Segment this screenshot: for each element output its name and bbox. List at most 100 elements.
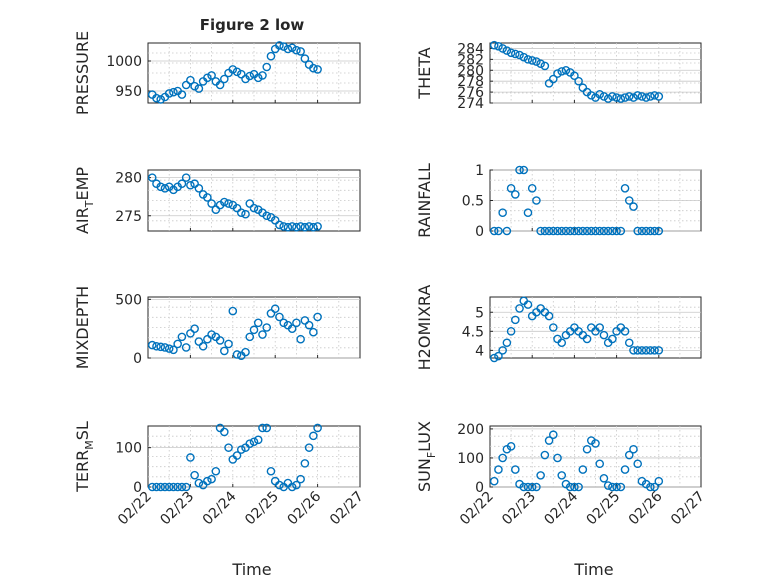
data-point [650,346,659,355]
data-point [553,453,562,463]
data-point [540,226,550,236]
data-point [603,226,613,236]
data-point [309,431,318,441]
data-point [574,226,583,236]
data-point [620,93,630,102]
data-point [624,450,634,460]
data-point [164,344,174,353]
data-point [304,320,314,330]
data-point [279,42,288,51]
data-point [511,190,520,199]
data-point [561,226,571,236]
data-point [160,482,170,492]
data-point [296,474,305,484]
data-point [232,203,242,213]
data-point [506,327,516,336]
data-point [502,338,512,348]
data-point [292,222,301,232]
data-point [220,197,229,207]
data-point [296,47,305,56]
data-point [309,222,318,232]
data-point [266,466,276,476]
data-point [152,93,161,103]
data-point [287,43,297,53]
data-point [544,436,554,445]
x-tick-label: 02/26 [626,488,666,528]
data-point [654,476,664,486]
data-point [540,450,550,460]
data-point [536,59,545,69]
data-point [177,90,187,99]
y-axis-label-6: TERRMSL [73,421,96,493]
data-point [245,199,255,208]
data-point [232,451,242,460]
data-point [232,350,242,359]
data-point [511,49,520,59]
subplot-h2omixra: 4 4.5 5 H2OMIXRA [415,285,702,370]
data-point [275,41,284,50]
data-point [557,67,567,76]
data-point [519,52,529,62]
data-point [236,69,246,79]
data-point [646,482,655,492]
data-point [557,338,567,348]
data-point [224,339,233,349]
data-point [309,327,318,337]
data-point [489,226,499,236]
data-point [502,46,512,55]
data-point [164,89,174,98]
y-tick-label: 4 [475,343,484,359]
data-point [224,443,233,452]
data-point [262,423,272,433]
data-point [262,62,272,72]
data-point [173,482,182,492]
data-point [275,220,284,230]
data-point [258,71,267,80]
data-point [641,346,651,355]
data-point [519,165,529,175]
data-point [641,226,651,236]
data-point [194,337,204,346]
x-axis-label-left: Time [231,560,271,579]
data-point [207,199,216,208]
y-axis-label-1: THETA [415,47,434,99]
data-point [224,199,233,208]
data-point [582,226,592,236]
data-point [186,180,195,190]
data-point [156,95,166,104]
data-point [532,196,541,205]
data-point [173,339,182,349]
data-point [549,74,558,84]
data-point [296,334,305,344]
data-point [186,329,195,338]
data-point [637,346,647,355]
data-point [245,332,255,342]
data-point [177,332,187,342]
data-point [603,94,613,103]
data-point [300,459,310,468]
data-point [629,93,638,102]
data-point [287,324,297,333]
data-point [608,334,617,344]
data-point [186,75,195,85]
data-point [245,71,255,81]
data-point [313,65,322,74]
data-point [292,318,301,328]
data-point [591,439,600,448]
data-point [506,442,516,451]
data-point [646,346,655,355]
data-point [147,340,157,350]
data-point [544,311,554,321]
data-point [198,341,208,351]
data-point [498,453,507,463]
data-point [654,92,664,101]
data-point [536,471,545,480]
data-point [549,430,558,440]
data-point [582,334,592,344]
subplot-sun-flux: 0 100 200 SUNFLUX [415,421,702,496]
data-point [646,92,655,101]
y-tick-label: 274 [457,96,484,112]
subplot-pressure: 950 1000 PRESSURE [73,31,361,115]
